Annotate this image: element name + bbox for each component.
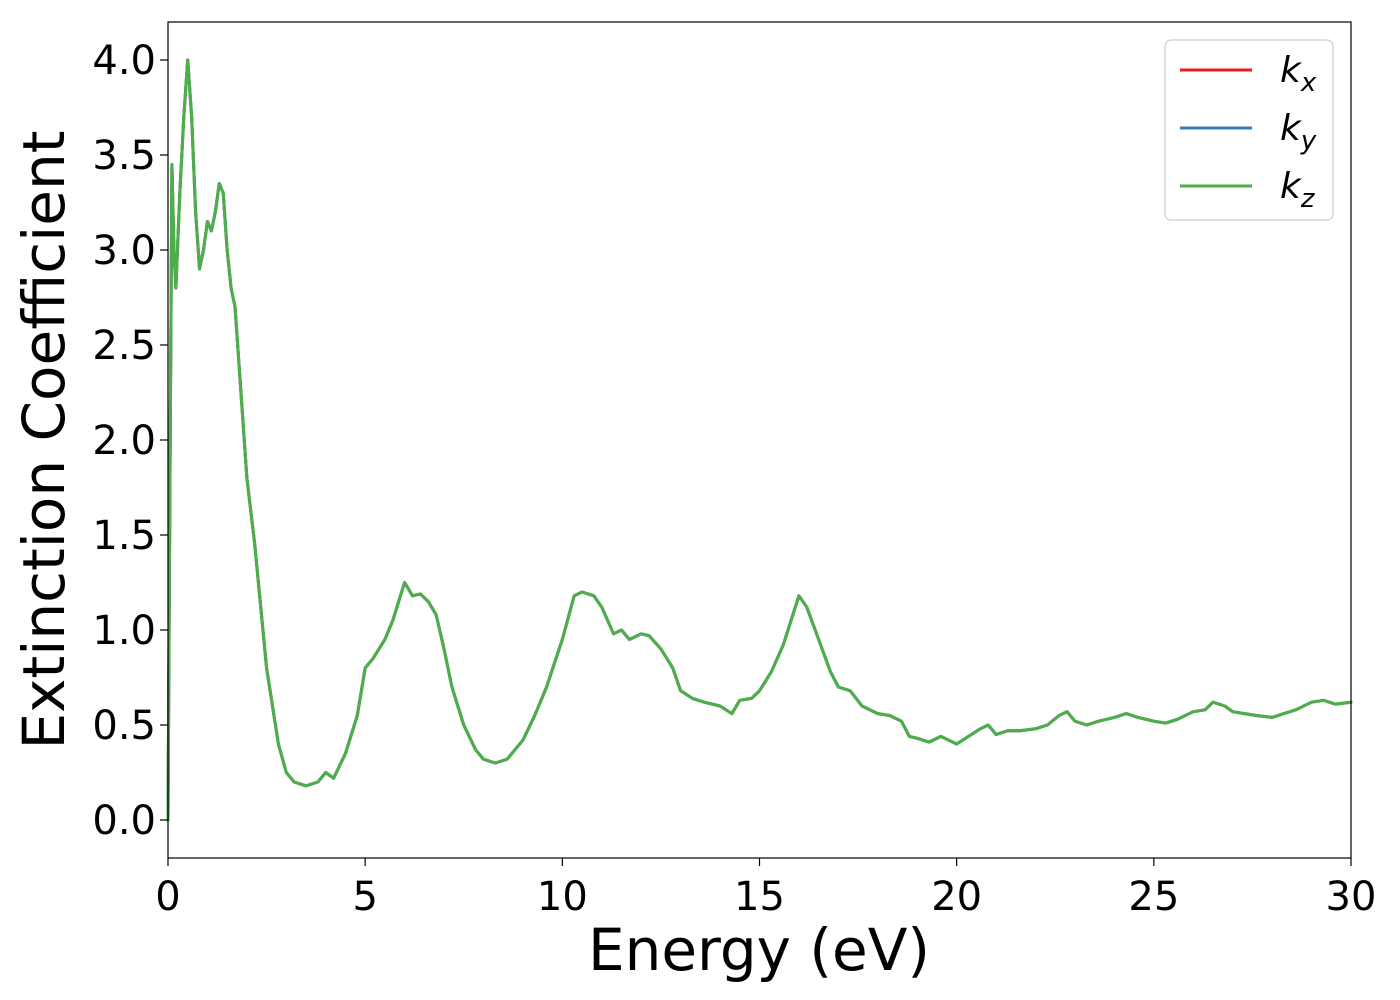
x-tick-label: 30 <box>1326 874 1377 920</box>
y-tick-label: 3.5 <box>92 133 156 179</box>
legend-label-y: ky <box>1280 108 1317 156</box>
series-line-z <box>166 58 1353 822</box>
legend-label-z: kz <box>1280 166 1316 214</box>
y-tick-label: 0.5 <box>92 703 156 749</box>
x-tick-label: 10 <box>537 874 588 920</box>
y-tick-label: 3.0 <box>92 228 156 274</box>
legend-box <box>1164 39 1334 221</box>
x-tick-label: 5 <box>352 874 377 920</box>
y-tick-label: 2.5 <box>92 323 156 369</box>
legend: kx ky kz <box>1164 39 1334 221</box>
y-tick-label: 4.0 <box>92 38 156 84</box>
x-tick-label: 0 <box>155 874 180 920</box>
y-tick-label: 1.0 <box>92 608 156 654</box>
x-tick-label: 20 <box>931 874 982 920</box>
y-axis: 0.0 0.5 1.0 1.5 2.0 2.5 3.0 3.5 4.0 <box>92 38 168 844</box>
series-layer <box>166 58 1353 822</box>
y-tick-label: 1.5 <box>92 513 156 559</box>
y-axis-label: Extinction Coefficient <box>10 131 78 750</box>
x-axis: 0 5 10 15 20 25 30 <box>155 858 1376 920</box>
y-tick-label: 2.0 <box>92 418 156 464</box>
x-tick-label: 25 <box>1128 874 1179 920</box>
y-tick-label: 0.0 <box>92 798 156 844</box>
x-tick-label: 15 <box>734 874 785 920</box>
x-axis-label: Energy (eV) <box>588 916 930 984</box>
legend-label-x: kx <box>1280 50 1317 98</box>
